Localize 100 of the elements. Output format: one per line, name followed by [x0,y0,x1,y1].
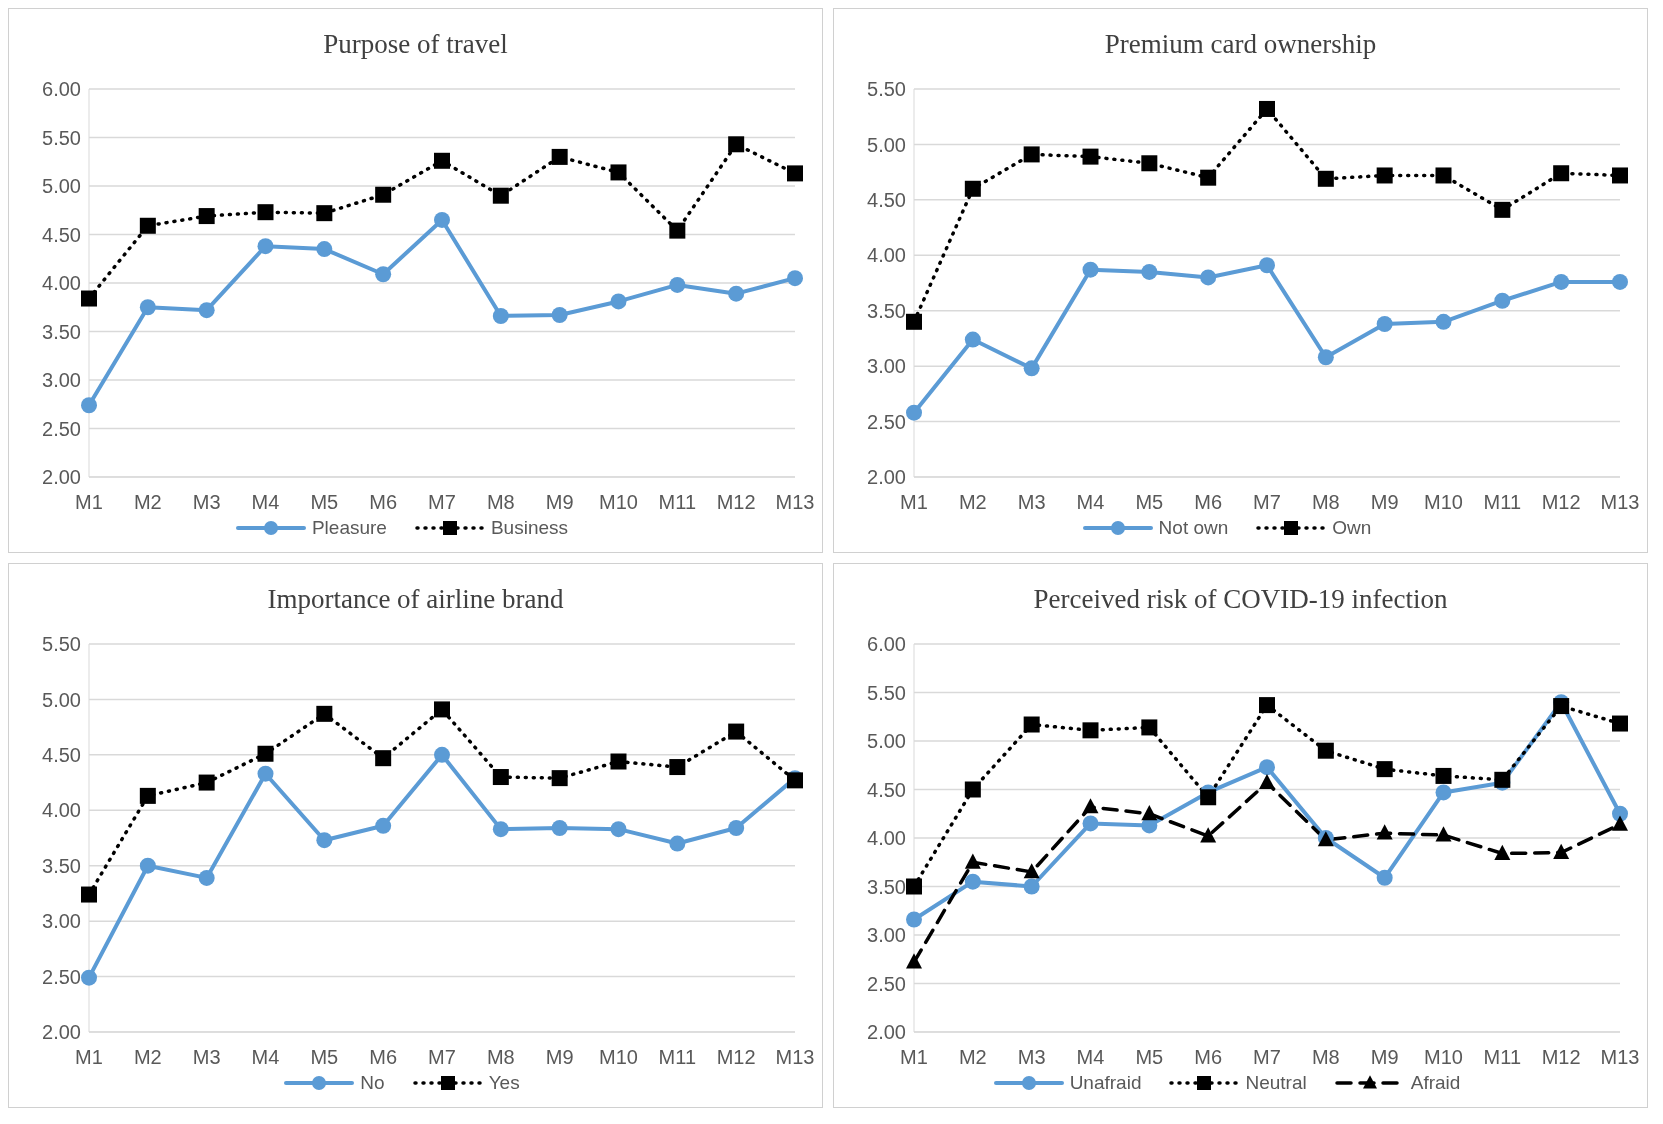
x-tick-label: M8 [1311,491,1340,514]
x-tick-label: M5 [310,491,339,514]
x-tick-label: M7 [428,1046,456,1069]
x-tick-label: M1 [75,491,103,514]
x-tick-label: M13 [775,1046,815,1069]
point [1259,773,1275,790]
x-tick-label: M2 [958,1046,987,1069]
y-tick-label: 2.50 [867,972,906,995]
y-tick-label: 3.00 [42,369,81,392]
x-tick-label: M12 [716,1046,756,1069]
point [316,832,333,849]
point [1259,759,1275,776]
point [1376,761,1393,778]
x-tick-label: M12 [716,491,756,514]
x-tick-label: M3 [1017,491,1046,514]
y-tick-label: 5.00 [42,688,81,711]
point [434,746,450,763]
chart-title: Purpose of travel [322,28,509,61]
point [1435,826,1452,842]
point [728,285,745,302]
point [257,204,274,221]
y-tick-label: 3.50 [42,320,81,343]
point [1023,360,1040,377]
point [139,217,156,234]
point [669,759,686,776]
point [669,835,686,852]
point [257,745,274,762]
x-tick-label: M13 [1600,491,1640,514]
y-tick-label: 3.50 [42,854,81,877]
y-tick-label: 5.50 [42,126,81,149]
y-tick-label: 5.00 [867,730,906,753]
point [198,774,215,791]
x-tick-label: M4 [1076,1046,1105,1069]
x-tick-label: M2 [133,491,162,514]
point [964,180,981,197]
x-tick-label: M3 [1017,1046,1046,1069]
legend-label: Afraid [1410,1072,1461,1094]
x-tick-label: M10 [1424,1046,1463,1069]
y-tick-label: 2.00 [867,1021,906,1044]
chart-title: Perceived risk of COVID-19 infection [1032,583,1449,616]
x-tick-label: M9 [1370,491,1399,514]
x-tick-label: M9 [1370,1046,1399,1069]
x-tick-label: M6 [1194,491,1223,514]
y-tick-label: 5.00 [867,133,906,156]
chart-title: Importance of airline brand [266,583,565,616]
y-tick-label: 2.50 [42,417,81,440]
point [728,136,745,153]
legend-label: No [360,1072,385,1094]
x-tick-label: M3 [192,1046,221,1069]
point [316,705,333,722]
x-tick-label: M1 [900,1046,928,1069]
x-tick-label: M11 [658,491,697,514]
point [257,765,274,782]
point [316,205,333,222]
point [964,873,981,890]
x-tick-label: M4 [251,1046,280,1069]
y-tick-label: 4.00 [867,244,906,267]
point [1023,863,1040,879]
y-tick-label: 5.50 [867,78,906,101]
point [1259,100,1275,117]
y-tick-label: 2.00 [42,1021,81,1044]
x-tick-label: M5 [1135,491,1164,514]
x-tick-label: M12 [1541,491,1581,514]
x-tick-label: M11 [1483,1046,1522,1069]
y-tick-label: 6.00 [867,633,906,656]
point [1553,843,1570,859]
x-tick-label: M7 [1253,1046,1281,1069]
point [1494,292,1511,309]
point [906,953,922,969]
x-tick-label: M13 [775,491,815,514]
x-tick-label: M9 [545,491,574,514]
x-tick-label: M6 [369,491,398,514]
point [610,164,627,181]
point [669,276,686,293]
point [964,781,981,798]
point [1259,257,1275,274]
point [81,397,97,414]
point [1200,169,1217,186]
point [198,869,215,886]
point [1317,742,1334,759]
x-tick-label: M11 [1483,491,1522,514]
legend-label: Unafraid [1069,1072,1142,1094]
y-tick-label: 2.50 [867,410,906,433]
point [1494,844,1511,860]
y-tick-label: 2.00 [867,466,906,489]
point [1023,146,1040,163]
x-tick-label: M13 [1600,1046,1640,1069]
point [906,911,922,928]
point [1141,804,1158,821]
x-tick-label: M5 [310,1046,339,1069]
point [139,857,156,874]
point [434,701,450,718]
point [375,266,392,283]
point [1553,273,1570,290]
point [1435,767,1452,784]
point [1259,697,1275,714]
y-tick-label: 2.50 [42,965,81,988]
point [492,769,509,786]
point [1376,167,1393,184]
x-tick-label: M11 [658,1046,697,1069]
